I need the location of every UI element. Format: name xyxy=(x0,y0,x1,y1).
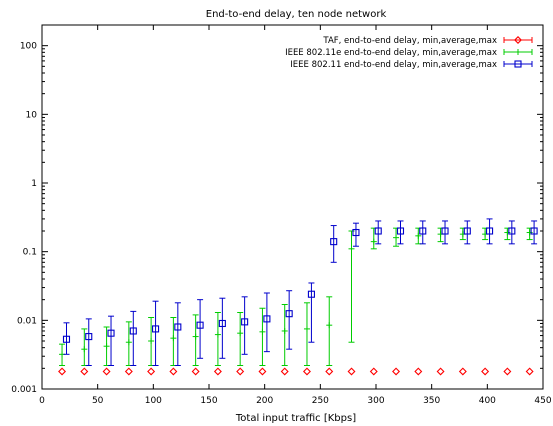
legend-label: IEEE 802.11e end-to-end delay, min,avera… xyxy=(285,48,497,58)
data-point xyxy=(503,367,512,376)
data-point xyxy=(263,315,271,323)
data-point xyxy=(392,367,401,376)
data-point xyxy=(170,335,177,342)
data-point xyxy=(58,367,67,376)
data-point xyxy=(174,323,182,331)
data-point xyxy=(148,338,155,345)
data-point xyxy=(330,238,338,246)
x-tick-label: 0 xyxy=(39,396,45,406)
data-point xyxy=(147,367,156,376)
data-point xyxy=(241,318,249,326)
data-point xyxy=(396,227,405,235)
x-tick-label: 200 xyxy=(256,396,273,406)
data-point xyxy=(80,367,89,376)
data-point xyxy=(129,327,137,335)
data-point xyxy=(259,328,266,335)
x-tick-label: 100 xyxy=(145,396,162,406)
legend-label: TAF, end-to-end delay, min,average,max xyxy=(322,36,497,46)
data-point xyxy=(81,346,88,353)
data-point xyxy=(419,227,427,235)
data-point xyxy=(125,339,132,346)
data-point xyxy=(458,367,467,376)
data-point xyxy=(85,333,93,341)
y-tick-label: 1 xyxy=(31,179,37,189)
legend-marker xyxy=(515,49,521,55)
data-point xyxy=(325,367,334,376)
legend-label: IEEE 802.11 end-to-end delay, min,averag… xyxy=(290,60,497,70)
data-marks xyxy=(58,218,538,376)
y-tick-label: 10 xyxy=(26,110,38,120)
series-0 xyxy=(58,367,534,376)
data-point xyxy=(463,227,471,235)
x-tick-label: 300 xyxy=(367,396,384,406)
data-point xyxy=(236,367,245,376)
y-tick-label: 100 xyxy=(20,42,37,52)
data-point xyxy=(352,228,360,237)
data-point xyxy=(525,367,534,376)
data-point xyxy=(348,245,355,252)
data-point xyxy=(374,227,382,235)
axes: 0 50 100 150 200 250 300 350 400 450 0.001 0.01 0.1 1… xyxy=(11,24,552,406)
data-point xyxy=(486,227,494,235)
data-point xyxy=(415,232,422,239)
x-tick-label: 250 xyxy=(312,396,329,406)
legend: TAF, end-to-end delay, min,average,max IE… xyxy=(285,36,533,70)
data-point xyxy=(436,367,445,376)
data-point xyxy=(526,229,533,236)
data-point xyxy=(347,367,356,376)
data-point xyxy=(62,335,71,343)
plot-area-frame xyxy=(41,24,544,390)
data-point xyxy=(258,367,267,376)
data-point xyxy=(441,227,449,235)
legend-marker xyxy=(514,36,522,44)
data-point xyxy=(302,367,311,376)
x-tick-label: 400 xyxy=(479,396,496,406)
series-2 xyxy=(62,218,538,366)
data-point xyxy=(218,319,226,328)
data-point xyxy=(169,367,178,376)
data-point xyxy=(530,227,538,235)
chart-title: End-to-end delay, ten node network xyxy=(206,9,387,20)
data-point xyxy=(237,330,244,337)
x-tick-label: 150 xyxy=(200,396,217,406)
data-point xyxy=(281,327,288,334)
data-point xyxy=(103,343,110,350)
data-point xyxy=(107,329,115,337)
data-point xyxy=(285,310,293,318)
data-point xyxy=(370,238,377,245)
data-point xyxy=(508,227,516,235)
y-tick-label: 0.001 xyxy=(11,385,37,395)
data-point xyxy=(326,322,333,329)
data-point xyxy=(214,331,221,338)
x-tick-label: 450 xyxy=(534,396,551,406)
data-point xyxy=(213,367,222,376)
data-point xyxy=(124,367,133,376)
x-tick-label: 350 xyxy=(423,396,440,406)
y-tick-label: 0.01 xyxy=(17,316,37,326)
data-point xyxy=(102,367,111,376)
legend-marker xyxy=(514,60,522,68)
data-point xyxy=(152,325,160,333)
data-point xyxy=(196,321,204,329)
data-point xyxy=(393,234,400,241)
data-point xyxy=(414,367,423,376)
x-tick-label: 50 xyxy=(92,396,104,406)
data-point xyxy=(307,290,315,298)
data-point xyxy=(192,333,199,340)
data-point xyxy=(504,229,511,236)
data-point xyxy=(303,325,310,332)
y-tick-label: 0.1 xyxy=(23,248,37,258)
data-point xyxy=(481,367,490,376)
data-point xyxy=(369,367,378,376)
series-1 xyxy=(59,227,533,366)
data-point xyxy=(191,367,200,376)
x-axis-label: Total input traffic [Kbps] xyxy=(235,413,356,424)
data-point xyxy=(280,367,289,376)
